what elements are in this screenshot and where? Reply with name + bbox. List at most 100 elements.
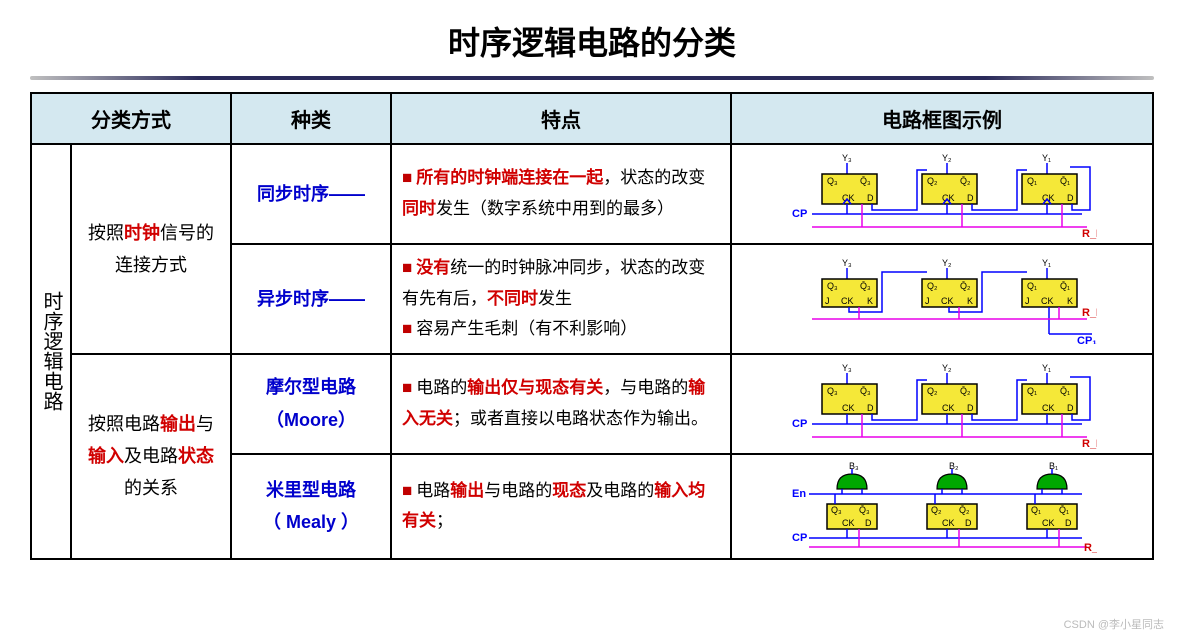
svg-text:Q₂: Q₂: [927, 281, 938, 291]
svg-text:CK: CK: [1042, 403, 1055, 413]
svg-text:Q₃: Q₃: [827, 281, 838, 291]
svg-text:D: D: [967, 403, 974, 413]
type-moore: 摩尔型电路（Moore）: [231, 354, 391, 454]
svg-text:R_D: R_D: [1084, 542, 1097, 554]
svg-text:Q̄₂: Q̄₂: [960, 281, 971, 291]
slide: 时序逻辑电路的分类 分类方式 种类 特点 电路框图示例 时序逻辑电路 按照时钟信…: [0, 0, 1184, 570]
svg-text:En: En: [792, 488, 806, 500]
svg-text:Y₁: Y₁: [1042, 258, 1051, 268]
svg-text:B₂: B₂: [949, 461, 959, 471]
divider: [30, 76, 1154, 80]
svg-text:Q̄₁: Q̄₁: [1059, 505, 1069, 515]
diagram-mealy: B₃ B₂ B₁ En Q₃ Q̄₃ Q₂ Q̄₂ Q₁ Q̄₁ CK D CK D CK D CP R…: [731, 454, 1153, 559]
svg-text:Q₁: Q₁: [1027, 176, 1037, 186]
svg-text:Q̄₁: Q̄₁: [1060, 176, 1070, 186]
svg-text:CK: CK: [841, 296, 854, 306]
async-circuit-svg: Y₃ Y₂ Y₁ Q₃ Q̄₃ Q₂ Q̄₂ Q₁ Q̄₁ J CK K J CK K J CK K CP…: [787, 254, 1097, 344]
svg-text:J: J: [925, 296, 930, 306]
svg-text:D: D: [1067, 193, 1074, 203]
svg-text:Y₂: Y₂: [942, 363, 952, 373]
svg-text:J: J: [1025, 296, 1030, 306]
svg-text:Y₂: Y₂: [942, 258, 952, 268]
svg-text:Q₂: Q₂: [927, 176, 938, 186]
svg-text:Y₂: Y₂: [942, 153, 952, 163]
header-type: 种类: [231, 93, 391, 144]
svg-text:K: K: [1067, 296, 1073, 306]
svg-text:Q̄₃: Q̄₃: [859, 505, 870, 515]
svg-text:Q₃: Q₃: [827, 386, 838, 396]
method-output: 按照电路输出与输入及电路状态的关系: [71, 354, 231, 559]
svg-text:Q₁: Q₁: [1031, 505, 1041, 515]
feature-async: ■没有统一的时钟脉冲同步，状态的改变有先有后，不同时发生 ■容易产生毛刺（有不利…: [391, 244, 731, 354]
svg-text:CK: CK: [941, 296, 954, 306]
svg-text:Q̄₂: Q̄₂: [959, 505, 970, 515]
feature-sync: ■所有的时钟端连接在一起，状态的改变同时发生（数字系统中用到的最多）: [391, 144, 731, 244]
svg-text:CK: CK: [942, 518, 955, 528]
diagram-async: Y₃ Y₂ Y₁ Q₃ Q̄₃ Q₂ Q̄₂ Q₁ Q̄₁ J CK K J CK K J CK K CP…: [731, 244, 1153, 354]
header-feature: 特点: [391, 93, 731, 144]
svg-text:K: K: [967, 296, 973, 306]
svg-text:CK: CK: [1042, 518, 1055, 528]
svg-text:D: D: [965, 518, 972, 528]
svg-text:Y₁: Y₁: [1042, 153, 1051, 163]
svg-text:B₁: B₁: [1049, 461, 1058, 471]
diagram-sync: Y₃Y₂Y₁ Q₃Q̄₃Q₂Q̄₂Q₁Q̄₁ CKCKCK DDD CP R_D: [731, 144, 1153, 244]
svg-text:Y₃: Y₃: [842, 153, 852, 163]
svg-text:Q₃: Q₃: [831, 505, 842, 515]
svg-text:Q̄₁: Q̄₁: [1060, 386, 1070, 396]
svg-text:Q̄₃: Q̄₃: [860, 281, 871, 291]
svg-text:Q̄₁: Q̄₁: [1060, 281, 1070, 291]
svg-text:CP: CP: [792, 208, 807, 220]
svg-text:CP₁: CP₁: [1077, 335, 1097, 344]
svg-text:Y₃: Y₃: [842, 363, 852, 373]
svg-text:B₃: B₃: [849, 461, 859, 471]
svg-text:D: D: [967, 193, 974, 203]
moore-circuit-svg: Y₃ Y₂ Y₁ Q₃ Q̄₃ Q₂ Q̄₂ Q₁ Q̄₁ CK CK CK D D D CP R_D: [787, 359, 1097, 449]
header-diagram: 电路框图示例: [731, 93, 1153, 144]
svg-text:Q̄₃: Q̄₃: [860, 386, 871, 396]
svg-text:J: J: [825, 296, 830, 306]
type-mealy: 米里型电路（ Mealy ）: [231, 454, 391, 559]
svg-text:Q₁: Q₁: [1027, 386, 1037, 396]
svg-text:D: D: [1067, 403, 1074, 413]
svg-text:CK: CK: [942, 403, 955, 413]
type-sync: 同步时序——: [231, 144, 391, 244]
side-label: 时序逻辑电路: [31, 144, 71, 559]
svg-text:Q̄₃: Q̄₃: [860, 176, 871, 186]
svg-text:Q̄₂: Q̄₂: [960, 176, 971, 186]
svg-text:D: D: [867, 403, 874, 413]
svg-text:Q₃: Q₃: [827, 176, 838, 186]
svg-text:D: D: [867, 193, 874, 203]
svg-text:D: D: [865, 518, 872, 528]
svg-text:CP: CP: [792, 418, 807, 430]
svg-text:Q₂: Q₂: [927, 386, 938, 396]
classification-table: 分类方式 种类 特点 电路框图示例 时序逻辑电路 按照时钟信号的连接方式 同步时…: [30, 92, 1154, 560]
watermark: CSDN @李小星同志: [1064, 616, 1164, 632]
method-clock: 按照时钟信号的连接方式: [71, 144, 231, 354]
feature-mealy: ■电路输出与电路的现态及电路的输入均有关；: [391, 454, 731, 559]
row-moore: 按照电路输出与输入及电路状态的关系 摩尔型电路（Moore） ■电路的输出仅与现…: [31, 354, 1153, 454]
mealy-circuit-svg: B₃ B₂ B₁ En Q₃ Q̄₃ Q₂ Q̄₂ Q₁ Q̄₁ CK D CK D CK D CP R…: [787, 459, 1097, 554]
diagram-moore: Y₃ Y₂ Y₁ Q₃ Q̄₃ Q₂ Q̄₂ Q₁ Q̄₁ CK CK CK D D D CP R_D: [731, 354, 1153, 454]
svg-text:R_D: R_D: [1082, 307, 1097, 319]
sync-circuit-svg: Y₃Y₂Y₁ Q₃Q̄₃Q₂Q̄₂Q₁Q̄₁ CKCKCK DDD CP R_D: [787, 149, 1097, 239]
svg-text:R_D: R_D: [1082, 438, 1097, 449]
svg-text:CK: CK: [1041, 296, 1054, 306]
svg-text:CK: CK: [842, 403, 855, 413]
type-async: 异步时序——: [231, 244, 391, 354]
svg-text:Y₃: Y₃: [842, 258, 852, 268]
row-sync: 时序逻辑电路 按照时钟信号的连接方式 同步时序—— ■所有的时钟端连接在一起，状…: [31, 144, 1153, 244]
svg-text:Q₂: Q₂: [931, 505, 942, 515]
svg-text:Q₁: Q₁: [1027, 281, 1037, 291]
feature-moore: ■电路的输出仅与现态有关，与电路的输入无关；或者直接以电路状态作为输出。: [391, 354, 731, 454]
svg-text:D: D: [1065, 518, 1072, 528]
svg-text:R_D: R_D: [1082, 228, 1097, 239]
header-method: 分类方式: [31, 93, 231, 144]
header-row: 分类方式 种类 特点 电路框图示例: [31, 93, 1153, 144]
svg-text:CP: CP: [792, 532, 807, 544]
svg-text:CK: CK: [842, 518, 855, 528]
svg-text:Y₁: Y₁: [1042, 363, 1051, 373]
svg-text:K: K: [867, 296, 873, 306]
page-title: 时序逻辑电路的分类: [30, 18, 1154, 64]
svg-text:Q̄₂: Q̄₂: [960, 386, 971, 396]
